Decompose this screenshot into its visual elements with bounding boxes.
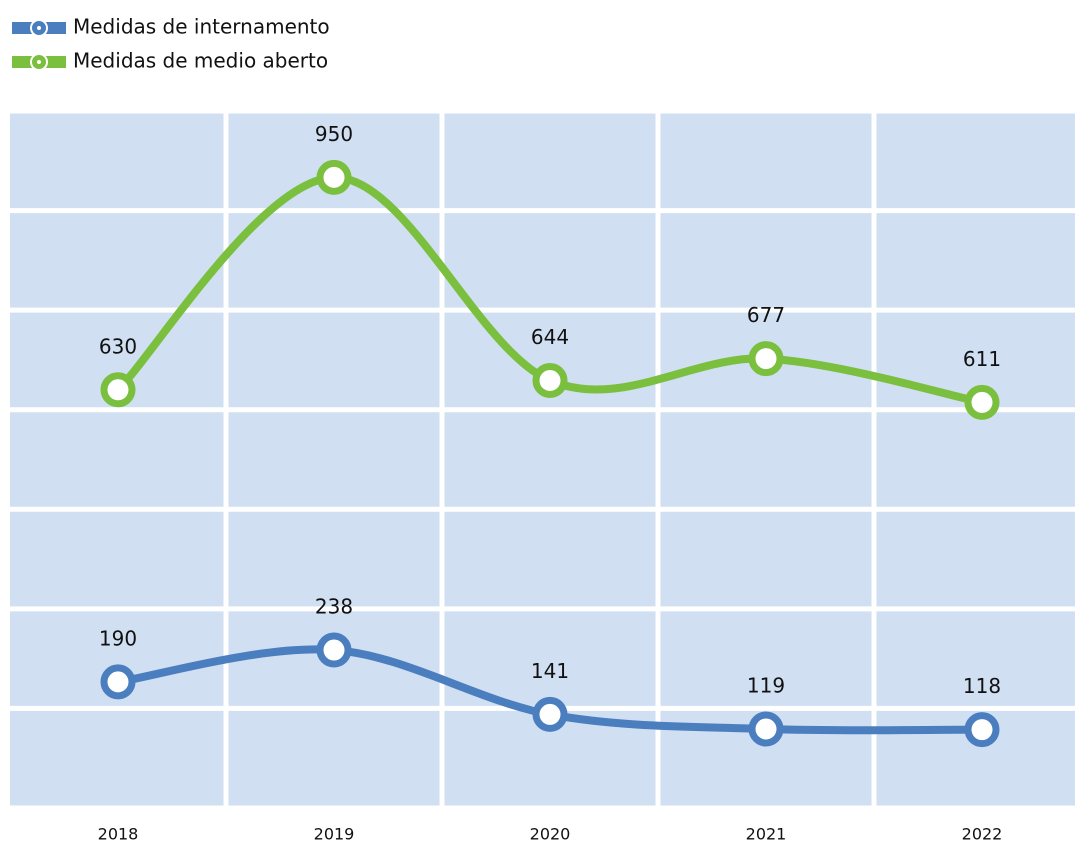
point-marker [316, 632, 352, 668]
x-tick-label: 2019 [314, 825, 355, 844]
point-marker [748, 341, 784, 377]
x-tick-label: 2021 [746, 825, 787, 844]
data-label: 950 [315, 122, 353, 146]
data-label: 119 [747, 674, 785, 698]
point-marker [100, 664, 136, 700]
point-marker [316, 159, 352, 195]
point-marker [964, 384, 1000, 420]
x-tick-label: 2020 [530, 825, 571, 844]
point-marker [532, 696, 568, 732]
legend-label: Medidas de internamento [73, 15, 330, 39]
point-marker [748, 711, 784, 747]
data-label: 630 [99, 334, 137, 358]
point-marker [532, 363, 568, 399]
series-line [114, 173, 986, 407]
data-label: 644 [531, 325, 569, 349]
point-marker [100, 372, 136, 408]
plot-background [10, 111, 1075, 808]
data-label: 118 [963, 674, 1001, 698]
x-tick-label: 2022 [962, 825, 1003, 844]
data-label: 611 [963, 347, 1001, 371]
x-tick-label: 2018 [98, 825, 139, 844]
legend-dot [37, 60, 41, 64]
data-label: 677 [747, 303, 785, 327]
legend-dot [37, 26, 41, 30]
legend-label: Medidas de medio aberto [73, 49, 328, 73]
data-label: 190 [99, 626, 137, 650]
data-label: 238 [315, 595, 353, 619]
point-marker [964, 712, 1000, 748]
data-label: 141 [531, 659, 569, 683]
